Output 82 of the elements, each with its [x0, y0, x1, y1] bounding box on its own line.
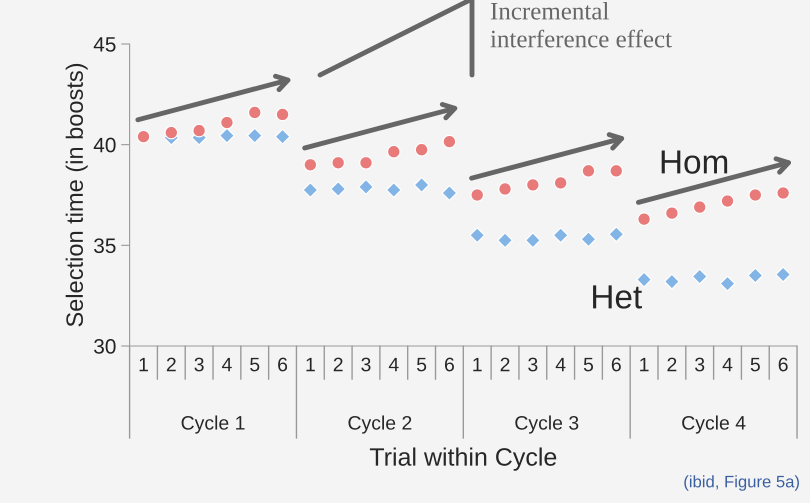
point	[526, 178, 540, 192]
x-tick-label: 6	[778, 358, 788, 372]
point	[220, 116, 234, 130]
series-label: Hom	[662, 150, 728, 174]
point	[358, 179, 374, 195]
point	[386, 182, 402, 198]
point	[359, 156, 373, 170]
x-tick-label: 1	[473, 358, 482, 372]
point	[775, 266, 791, 282]
point	[246, 128, 263, 144]
point	[552, 227, 568, 244]
point	[580, 231, 596, 248]
point	[582, 164, 596, 178]
text: Cycle 3	[515, 415, 578, 434]
point	[525, 232, 541, 248]
x-tick-label: 3	[528, 358, 538, 372]
x-tick-label: 4	[556, 358, 566, 372]
point	[665, 206, 679, 220]
text: Cycle 1	[182, 415, 244, 434]
x-tick-label: 1	[140, 358, 148, 372]
series-label: Het	[593, 285, 642, 309]
x-tick-label: 4	[388, 358, 399, 372]
point	[692, 200, 706, 214]
x-tick-label: 2	[500, 358, 510, 372]
point	[470, 188, 484, 202]
point	[469, 227, 486, 244]
x-tick-label: 6	[444, 358, 454, 372]
point	[637, 212, 651, 226]
x-tick-label: 5	[750, 358, 760, 372]
point	[302, 182, 318, 198]
x-tick-label: 6	[278, 358, 288, 372]
point	[274, 128, 290, 144]
x-tick-label: 3	[194, 358, 204, 372]
x-tick-label: 5	[584, 358, 594, 372]
point	[720, 194, 734, 208]
y-tick-label: 30	[94, 339, 116, 354]
point	[192, 124, 206, 138]
point	[414, 177, 430, 193]
y-tick-label: 40	[94, 138, 116, 152]
point	[330, 181, 346, 197]
point	[720, 276, 736, 292]
point	[664, 274, 680, 290]
x-tick-label: 6	[612, 358, 621, 372]
point	[331, 156, 345, 170]
x-tick-label: 4	[222, 358, 232, 372]
point	[498, 182, 512, 196]
x-tick-label: 2	[667, 358, 676, 372]
point	[442, 185, 458, 201]
y-tick-label: 35	[94, 238, 116, 254]
y-tick-label: 45	[94, 37, 116, 52]
point	[219, 128, 235, 144]
annotation: Incremental interference effect	[490, 2, 672, 48]
point	[610, 164, 624, 178]
point	[276, 108, 290, 122]
x-tick-label: 1	[640, 358, 649, 372]
point	[776, 186, 790, 200]
point	[414, 142, 428, 156]
point	[608, 226, 624, 242]
point	[442, 134, 456, 148]
point	[136, 130, 150, 144]
x-tick-label: 1	[306, 358, 315, 372]
point	[304, 158, 318, 172]
x-tick-label: 5	[250, 358, 260, 372]
text: (ibid, Figure 5a)	[684, 475, 799, 491]
x-tick-label: 2	[334, 358, 343, 372]
point	[692, 268, 708, 284]
x-tick-label: 3	[695, 358, 704, 372]
point	[748, 188, 762, 202]
text: Cycle 4	[682, 415, 746, 434]
point	[248, 106, 262, 120]
x-tick-label: 5	[416, 358, 426, 372]
y-axis-title: Selection time (in boosts)	[66, 64, 88, 326]
point	[554, 176, 568, 190]
text: Cycle 2	[348, 415, 412, 434]
point	[747, 268, 764, 284]
x-tick-label: 4	[722, 358, 732, 372]
point	[497, 232, 513, 248]
point	[387, 144, 401, 158]
x-tick-label: 3	[361, 358, 371, 372]
x-axis-title: Trial within Cycle	[370, 447, 556, 471]
point	[164, 126, 178, 140]
x-tick-label: 2	[166, 358, 176, 372]
